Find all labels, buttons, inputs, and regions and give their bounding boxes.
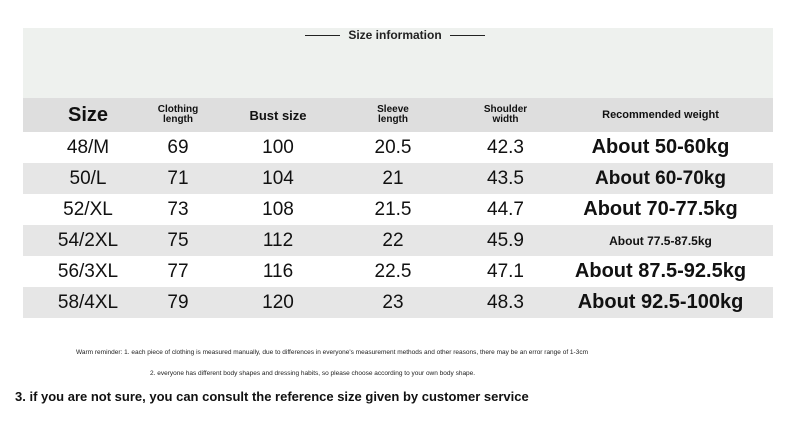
warm-reminder-note: Warm reminder: 1. each piece of clothing…	[76, 349, 588, 356]
cell-size: 50/L	[69, 167, 107, 189]
cell-weight: About 77.5-87.5kg	[609, 233, 712, 248]
cell-length: 77	[167, 260, 189, 282]
customer-service-note: 3. if you are not sure, you can consult …	[15, 389, 529, 404]
cell-bust: 120	[262, 291, 294, 313]
cell-sleeve: 20.5	[374, 136, 412, 158]
cell-weight: About 92.5-100kg	[577, 291, 744, 313]
title-wrap: Size information	[0, 28, 790, 42]
cell-size: 54/2XL	[57, 229, 119, 251]
body-shape-note: 2. everyone has different body shapes an…	[150, 370, 476, 377]
cell-bust: 108	[262, 198, 294, 220]
cell-shoulder: 48.3	[487, 291, 524, 313]
cell-length: 73	[167, 198, 189, 220]
cell-size: 52/XL	[63, 198, 113, 220]
cell-weight: About 60-70kg	[595, 167, 726, 189]
cell-bust: 116	[262, 260, 294, 282]
table-header-row: Size Clothing length Bust size Sleeve le…	[23, 98, 773, 132]
title-band	[23, 28, 773, 98]
header-size: Size	[67, 103, 109, 126]
table-row: 56/3XL 77 116 22.5 47.1 About 87.5-92.5k…	[23, 256, 773, 287]
header-sleeve-length: Sleeve length	[377, 104, 409, 125]
title-rule-right	[449, 34, 485, 36]
cell-size: 48/M	[66, 136, 110, 158]
cell-bust: 112	[262, 229, 294, 251]
cell-length: 75	[167, 229, 189, 251]
cell-length: 79	[167, 291, 189, 313]
table-row: 48/M 69 100 20.5 42.3 About 50-60kg	[23, 132, 773, 163]
cell-size: 58/4XL	[57, 291, 119, 313]
header-clothing-length: Clothing length	[157, 104, 199, 125]
cell-length: 69	[167, 136, 189, 158]
title-rule-left	[305, 34, 341, 36]
cell-weight: About 70-77.5kg	[583, 198, 738, 220]
header-bust-size: Bust size	[249, 107, 307, 123]
cell-bust: 104	[262, 167, 294, 189]
cell-sleeve: 21.5	[374, 198, 412, 220]
cell-bust: 100	[262, 136, 294, 158]
cell-shoulder: 43.5	[487, 167, 524, 189]
header-recommended-weight: Recommended weight	[602, 109, 719, 121]
cell-sleeve: 23	[382, 291, 404, 313]
cell-length: 71	[167, 167, 189, 189]
table-row: 50/L 71 104 21 43.5 About 60-70kg	[23, 163, 773, 194]
cell-sleeve: 21	[382, 167, 404, 189]
cell-weight: About 50-60kg	[591, 136, 730, 158]
table-row: 52/XL 73 108 21.5 44.7 About 70-77.5kg	[23, 194, 773, 225]
cell-weight: About 87.5-92.5kg	[574, 260, 747, 282]
header-shoulder-width: Shoulder width	[483, 104, 528, 125]
cell-sleeve: 22	[382, 229, 404, 251]
size-table: Size Clothing length Bust size Sleeve le…	[23, 98, 773, 318]
table-row: 54/2XL 75 112 22 45.9 About 77.5-87.5kg	[23, 225, 773, 256]
cell-shoulder: 45.9	[487, 229, 524, 251]
cell-sleeve: 22.5	[374, 260, 412, 282]
table-row: 58/4XL 79 120 23 48.3 About 92.5-100kg	[23, 287, 773, 318]
cell-shoulder: 47.1	[487, 260, 524, 282]
page-title: Size information	[348, 28, 442, 42]
cell-size: 56/3XL	[57, 260, 119, 282]
cell-shoulder: 44.7	[487, 198, 524, 220]
cell-shoulder: 42.3	[487, 136, 524, 158]
